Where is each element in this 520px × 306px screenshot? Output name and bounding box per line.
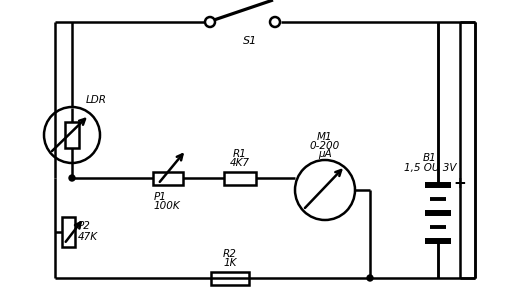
Circle shape bbox=[69, 175, 75, 181]
Text: B1: B1 bbox=[423, 153, 437, 163]
Text: 47K: 47K bbox=[78, 232, 98, 242]
Text: M1: M1 bbox=[317, 132, 333, 142]
Bar bbox=[65, 122, 79, 148]
Bar bbox=[224, 172, 256, 185]
Text: 100K: 100K bbox=[154, 201, 180, 211]
Text: P2: P2 bbox=[78, 221, 91, 231]
Text: 4K7: 4K7 bbox=[230, 158, 250, 168]
Bar bbox=[153, 172, 183, 185]
Text: R2: R2 bbox=[223, 249, 237, 259]
Text: P1: P1 bbox=[154, 192, 167, 202]
Text: 0-200: 0-200 bbox=[310, 141, 340, 151]
Text: 1K: 1K bbox=[223, 258, 237, 268]
Text: LDR: LDR bbox=[86, 95, 107, 105]
Text: S1: S1 bbox=[243, 36, 257, 46]
Text: R1: R1 bbox=[233, 149, 247, 159]
Text: +: + bbox=[453, 176, 466, 191]
Bar bbox=[211, 272, 249, 285]
Text: 1,5 OU 3V: 1,5 OU 3V bbox=[404, 163, 456, 173]
Circle shape bbox=[367, 275, 373, 281]
Text: μA: μA bbox=[318, 149, 332, 159]
Bar bbox=[62, 217, 75, 247]
